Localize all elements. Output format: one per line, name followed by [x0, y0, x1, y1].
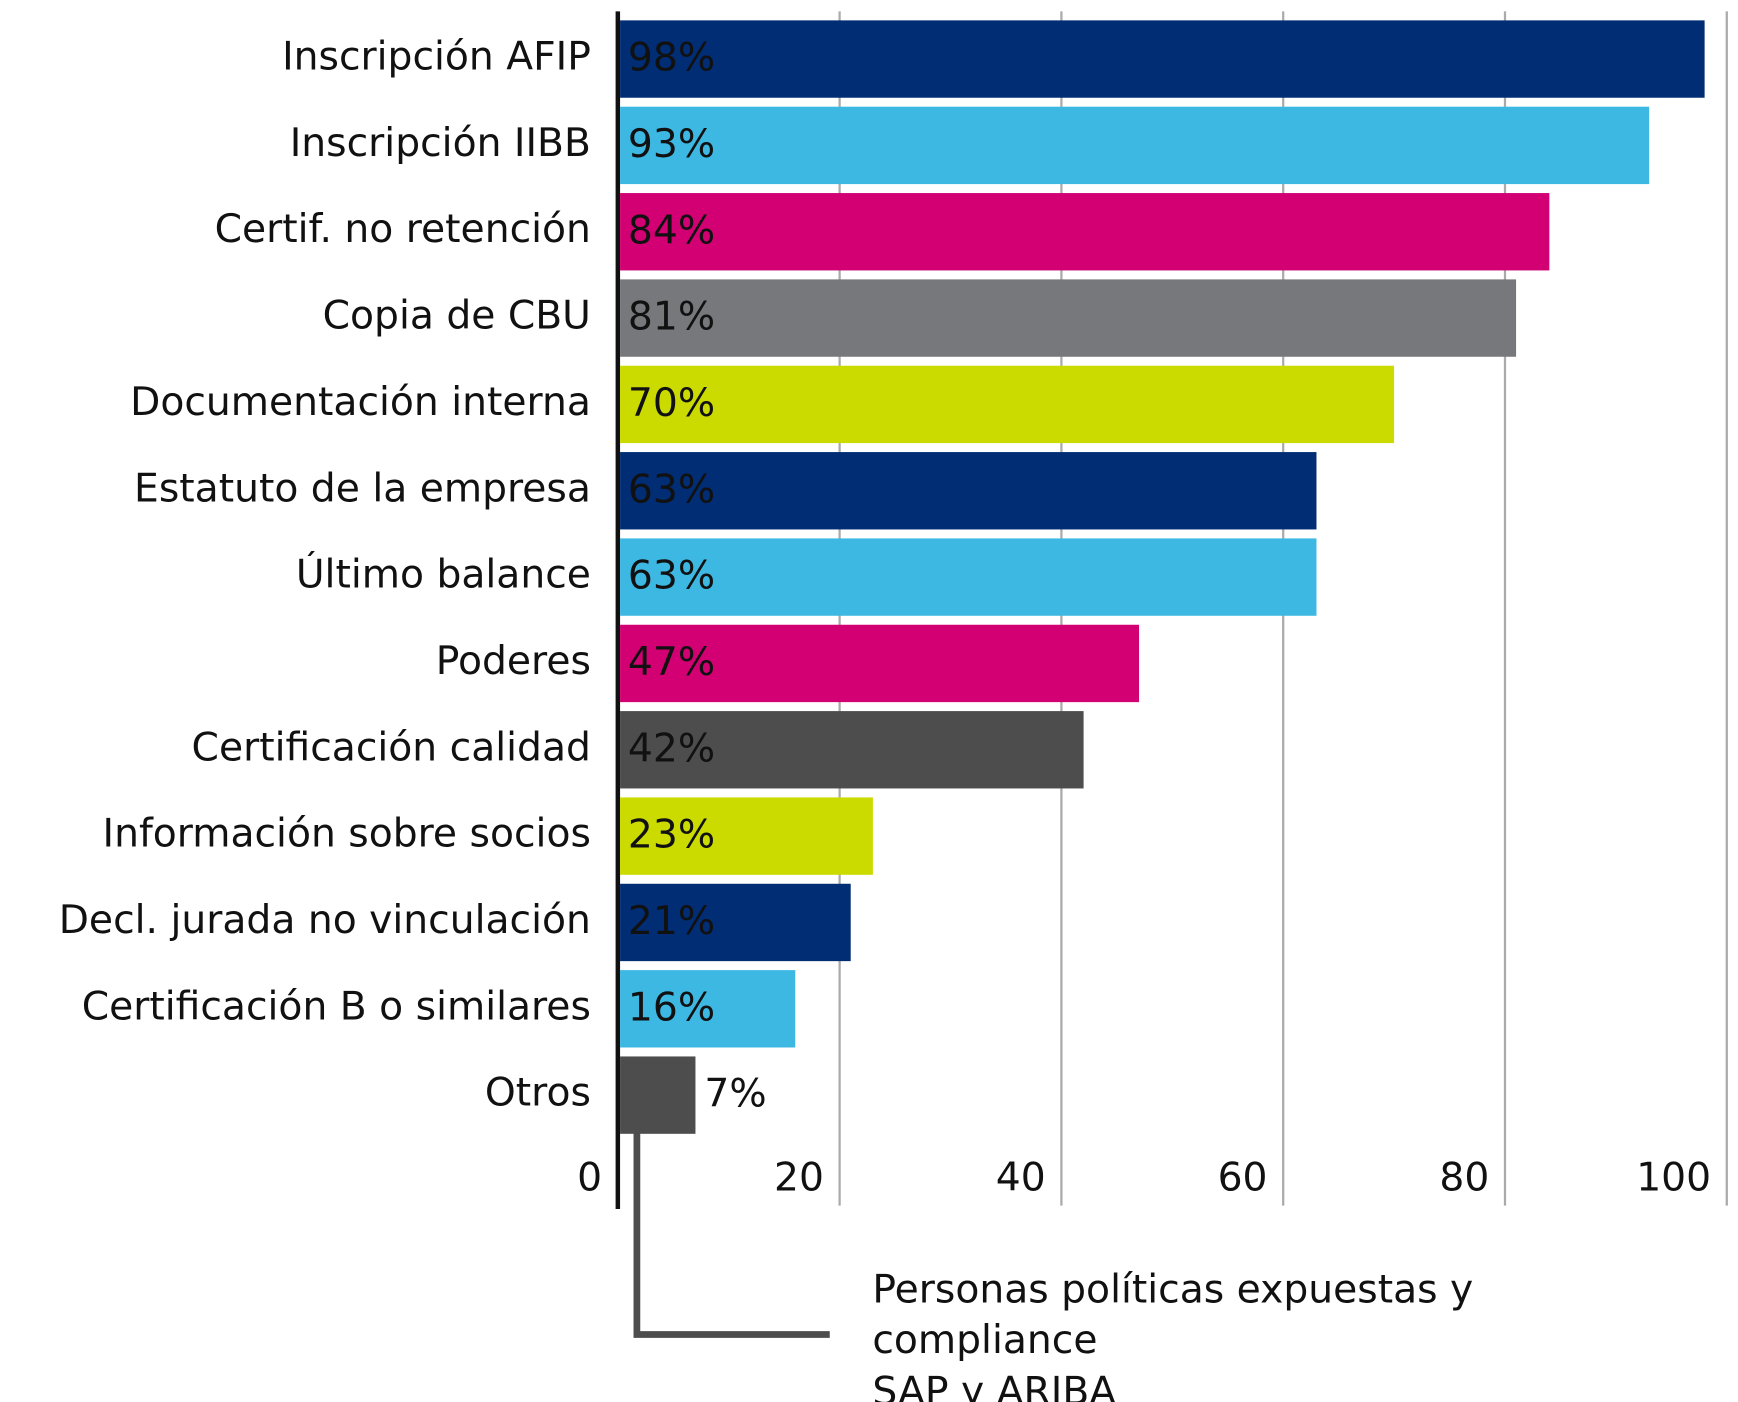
- bar: [620, 452, 1317, 530]
- y-tick-label: Documentación interna: [130, 380, 591, 425]
- y-tick-label: Inscripción IIBB: [290, 121, 591, 166]
- y-tick-label: Información sobre socios: [103, 812, 591, 857]
- x-tick-label: 100: [1636, 1155, 1711, 1200]
- x-tick-label: 40: [996, 1155, 1046, 1200]
- bar: [620, 970, 796, 1048]
- x-tick-label: 0: [577, 1155, 602, 1200]
- annotation-connector: [633, 1132, 830, 1338]
- value-label: 23%: [628, 813, 715, 858]
- bar: [620, 20, 1705, 98]
- value-label: 81%: [628, 295, 715, 340]
- value-label: 70%: [628, 381, 715, 426]
- bar: [620, 193, 1550, 271]
- bar: [620, 1056, 696, 1134]
- y-tick-label: Otros: [485, 1071, 591, 1116]
- value-label: 84%: [628, 208, 715, 253]
- y-tick-label: Copia de CBU: [323, 294, 591, 339]
- annotation: Personas políticas expuestas y: [872, 1267, 1473, 1312]
- annotation: SAP y ARIBA: [872, 1369, 1116, 1402]
- value-label: 63%: [628, 554, 715, 599]
- bar: [620, 538, 1317, 616]
- value-label: 47%: [628, 640, 715, 685]
- y-tick-label: Estatuto de la empresa: [134, 466, 591, 511]
- y-tick-label: Decl. jurada no vinculación: [59, 898, 591, 943]
- value-label: 16%: [628, 985, 715, 1030]
- y-tick-label: Certif. no retención: [215, 207, 591, 252]
- annotation: compliance: [872, 1318, 1097, 1363]
- value-label: 7%: [704, 1072, 766, 1117]
- value-label: 21%: [628, 899, 715, 944]
- value-label: 42%: [628, 726, 715, 771]
- value-label: 98%: [628, 36, 715, 81]
- value-label: 63%: [628, 467, 715, 512]
- bar: [620, 279, 1517, 357]
- bar: [620, 106, 1650, 185]
- y-tick-label: Certificación calidad: [192, 725, 591, 770]
- y-tick-label: Poderes: [436, 639, 591, 684]
- bar: [620, 711, 1084, 789]
- y-tick-label: Inscripción AFIP: [282, 35, 591, 80]
- bar: [620, 797, 873, 875]
- bar: [620, 365, 1395, 444]
- x-tick-label: 60: [1218, 1155, 1268, 1200]
- x-tick-label: 20: [774, 1155, 824, 1200]
- bar: [620, 883, 851, 962]
- x-tick-label: 80: [1439, 1155, 1489, 1200]
- y-tick-label: Último balance: [296, 551, 591, 598]
- bar: [620, 624, 1140, 703]
- y-tick-label: Certificación B o similares: [82, 984, 591, 1029]
- value-label: 93%: [628, 122, 715, 167]
